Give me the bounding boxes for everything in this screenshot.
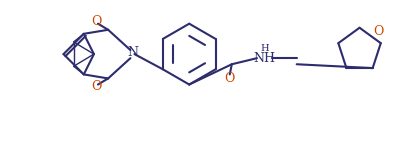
Text: O: O: [225, 72, 235, 85]
Text: H: H: [260, 44, 269, 53]
Text: O: O: [91, 80, 101, 93]
Text: NH: NH: [253, 52, 275, 65]
Text: O: O: [373, 25, 383, 38]
Text: O: O: [91, 15, 101, 28]
Text: N: N: [127, 46, 138, 59]
